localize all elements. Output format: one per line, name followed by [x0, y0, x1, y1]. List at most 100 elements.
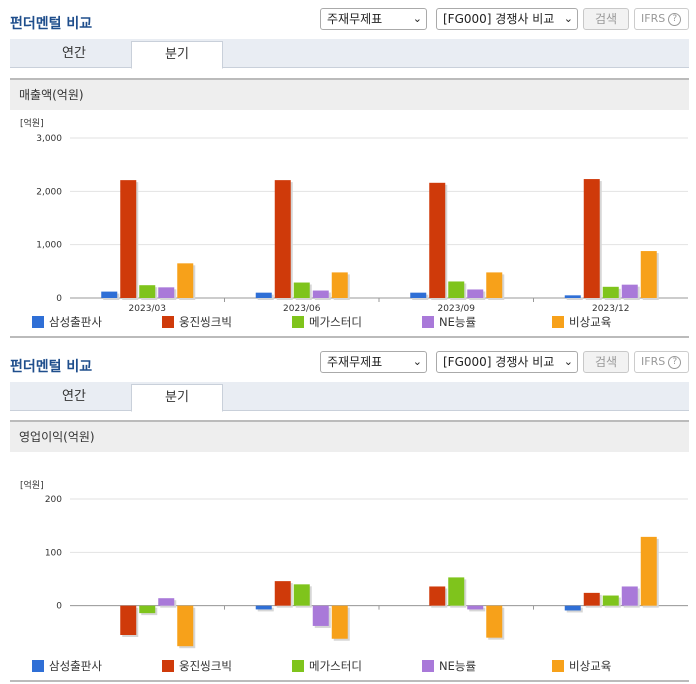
- sales-chart-box: 매출액(억원) [억원] 0 1,000 2,000 3,000 2023/03 2023/…: [10, 78, 689, 338]
- bar-series: [274, 180, 291, 298]
- bar-series: [640, 251, 657, 298]
- legend-item[interactable]: 삼성출판사: [32, 314, 102, 330]
- period-tabs: 연간 분기: [10, 39, 689, 69]
- bar-series: [255, 292, 272, 298]
- bar-shadow: [469, 607, 486, 612]
- bar-ne: [312, 605, 329, 626]
- chevron-down-icon: ⌄: [563, 355, 573, 368]
- bar-series: [101, 291, 118, 298]
- bar-shadow: [257, 607, 274, 612]
- legend-label: 삼성출판사: [49, 659, 102, 673]
- bar-series: [602, 595, 619, 606]
- bar-series: [120, 605, 137, 635]
- legend-item[interactable]: NE능률: [422, 658, 476, 674]
- legend-swatch: [292, 660, 304, 672]
- x-tick-label: 2023/03: [129, 304, 166, 312]
- bar-series: [640, 536, 657, 606]
- legend-item[interactable]: 메가스터디: [292, 314, 362, 330]
- legend-swatch: [552, 660, 564, 672]
- legend-swatch: [552, 316, 564, 328]
- y-tick-label: 1,000: [36, 241, 62, 251]
- legend-item[interactable]: NE능률: [422, 314, 476, 330]
- y-tick-label: 200: [45, 495, 62, 505]
- legend-label: 웅진씽크빅: [179, 659, 232, 673]
- legend-swatch: [162, 660, 174, 672]
- bar-series: [486, 272, 503, 298]
- bar-series: [583, 592, 600, 606]
- y-unit-label: [억원]: [20, 117, 44, 129]
- legend-item[interactable]: 웅진씽크빅: [162, 314, 232, 330]
- compare-group-select-value: [FG000] 경쟁사 비교: [443, 355, 555, 369]
- fundamental-panel-operating-profit: 펀더멘털 비교 주재무제표 ⌄ [FG000] 경쟁사 비교 ⌄ 검색 IFRS…: [0, 342, 696, 684]
- chart-header: 매출액(억원): [10, 80, 689, 110]
- fundamental-panel-sales: 펀더멘털 비교 주재무제표 ⌄ [FG000] 경쟁사 비교 ⌄ 검색 IFRS…: [0, 0, 696, 340]
- bar-series: [293, 282, 310, 298]
- legend-label: 웅진씽크빅: [179, 315, 232, 329]
- search-button[interactable]: 검색: [583, 8, 629, 30]
- bar-series: [602, 286, 619, 298]
- bar-series: [293, 584, 310, 606]
- ifrs-label: IFRS: [641, 355, 666, 368]
- y-tick-label: 0: [56, 602, 62, 612]
- legend-item[interactable]: 웅진씽크빅: [162, 658, 232, 674]
- compare-group-select[interactable]: [FG000] 경쟁사 비교 ⌄: [436, 351, 578, 373]
- statement-select[interactable]: 주재무제표 ⌄: [320, 8, 427, 30]
- legend-swatch: [422, 660, 434, 672]
- legend-item[interactable]: 비상교육: [552, 658, 611, 674]
- x-tick-label: 2023/06: [283, 304, 321, 312]
- ifrs-label: IFRS: [641, 12, 666, 25]
- y-unit-label: [억원]: [20, 479, 44, 491]
- bar-series: [120, 180, 137, 298]
- chevron-down-icon: ⌄: [563, 12, 573, 25]
- y-tick-label: 3,000: [36, 134, 62, 144]
- panel-title: 펀더멘털 비교: [10, 16, 93, 32]
- bar-ne: [621, 284, 638, 298]
- bar-ne: [312, 290, 329, 298]
- period-tabs: 연간 분기: [10, 382, 689, 412]
- tab-annual[interactable]: 연간: [62, 389, 86, 404]
- bar-series: [564, 295, 581, 298]
- bar-series: [274, 581, 291, 606]
- search-button[interactable]: 검색: [583, 351, 629, 373]
- legend-label: 삼성출판사: [49, 315, 102, 329]
- help-icon: ?: [668, 12, 682, 26]
- statement-select-value: 주재무제표: [327, 355, 383, 369]
- x-tick-label: 2023/12: [592, 304, 629, 312]
- statement-select[interactable]: 주재무제표 ⌄: [320, 351, 427, 373]
- legend-item[interactable]: 비상교육: [552, 314, 611, 330]
- legend-swatch: [292, 316, 304, 328]
- legend-label: 메가스터디: [309, 315, 362, 329]
- legend-swatch: [162, 316, 174, 328]
- bar-series: [410, 292, 427, 298]
- legend-label: NE능률: [439, 659, 477, 673]
- bar-series: [583, 179, 600, 298]
- bar-ne: [621, 586, 638, 606]
- bar-series: [486, 605, 503, 638]
- statement-select-value: 주재무제표: [327, 12, 383, 26]
- bar-series: [448, 577, 465, 606]
- chevron-down-icon: ⌄: [412, 355, 422, 368]
- bar-series: [429, 586, 446, 606]
- operating-profit-bar-chart: [억원]-10001002002023/032023/062023/092023…: [20, 479, 688, 649]
- legend-swatch: [32, 316, 44, 328]
- tab-annual[interactable]: 연간: [62, 46, 86, 61]
- bar-ne: [467, 289, 484, 298]
- bar-ne: [158, 598, 175, 606]
- tab-quarterly[interactable]: 분기: [131, 41, 223, 69]
- legend-item[interactable]: 메가스터디: [292, 658, 362, 674]
- bar-series: [139, 285, 156, 298]
- bar-series: [564, 605, 581, 611]
- legend-swatch: [32, 660, 44, 672]
- ifrs-help-button[interactable]: IFRS?: [634, 8, 689, 30]
- ifrs-help-button[interactable]: IFRS?: [634, 351, 689, 373]
- operating-profit-chart-box: 영업이익(억원) [억원]-10001002002023/032023/0620…: [10, 420, 689, 682]
- bar-shadow: [566, 297, 583, 300]
- legend-item[interactable]: 삼성출판사: [32, 658, 102, 674]
- bar-series: [331, 272, 348, 298]
- compare-group-select[interactable]: [FG000] 경쟁사 비교 ⌄: [436, 8, 578, 30]
- tab-quarterly[interactable]: 분기: [131, 384, 223, 412]
- bar-series: [448, 281, 465, 298]
- x-tick-label: 2023/09: [438, 304, 476, 312]
- y-tick-label: 2,000: [36, 187, 62, 197]
- legend-label: 비상교육: [569, 659, 612, 673]
